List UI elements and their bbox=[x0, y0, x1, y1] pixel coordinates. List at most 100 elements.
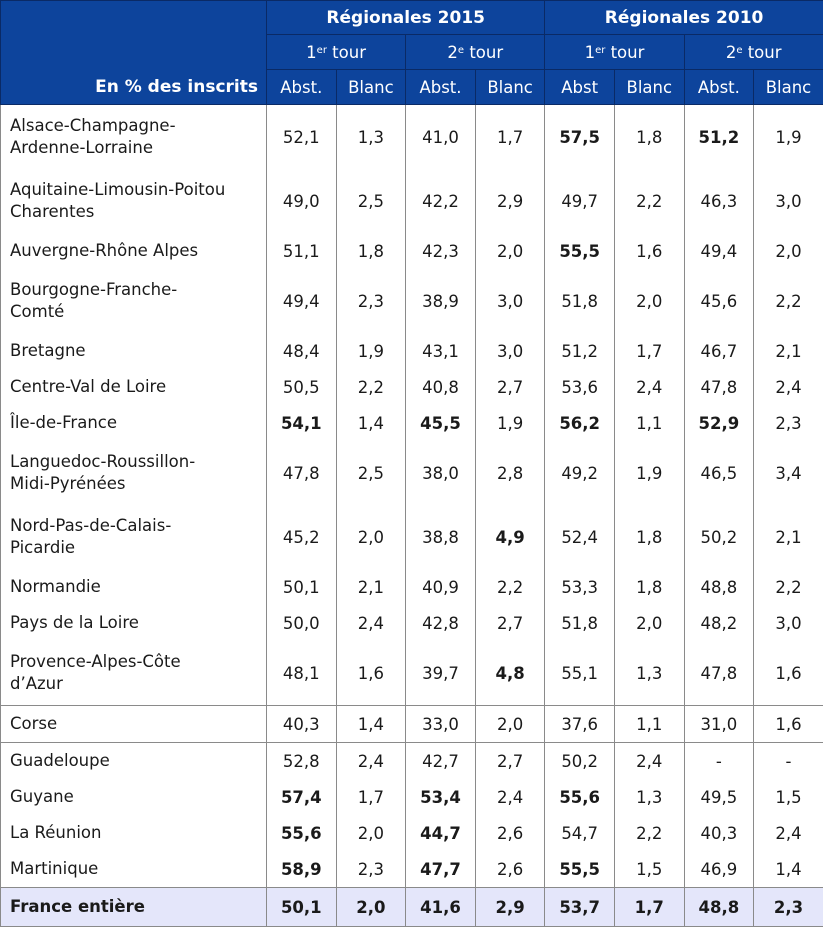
value-cell: 49,5 bbox=[684, 779, 754, 815]
value-cell: 1,9 bbox=[336, 333, 406, 369]
value-cell: 2,0 bbox=[475, 233, 545, 269]
region-name: Pays de la Loire bbox=[1, 605, 267, 641]
value-cell: 2,7 bbox=[475, 743, 545, 780]
value-cell: 1,3 bbox=[614, 779, 684, 815]
value-cell: 1,7 bbox=[336, 779, 406, 815]
value-cell: 2,6 bbox=[475, 815, 545, 851]
value-cell: 2,9 bbox=[475, 888, 545, 927]
value-cell: 53,7 bbox=[545, 888, 615, 927]
value-cell: 49,7 bbox=[545, 169, 615, 233]
region-name: Languedoc-Roussillon-Midi-Pyrénées bbox=[1, 441, 267, 505]
value-cell: 1,3 bbox=[614, 641, 684, 706]
group-header-2015: Régionales 2015 bbox=[267, 1, 545, 35]
value-cell: 2,1 bbox=[754, 333, 823, 369]
value-cell: 2,1 bbox=[336, 569, 406, 605]
value-cell: 37,6 bbox=[545, 706, 615, 743]
value-cell: 38,9 bbox=[406, 269, 476, 333]
value-cell: 49,4 bbox=[267, 269, 337, 333]
value-cell: 2,0 bbox=[754, 233, 823, 269]
value-cell: 50,1 bbox=[267, 569, 337, 605]
value-cell: 41,0 bbox=[406, 105, 476, 170]
value-cell: 1,5 bbox=[754, 779, 823, 815]
value-cell: 1,6 bbox=[754, 641, 823, 706]
value-cell: 38,0 bbox=[406, 441, 476, 505]
value-cell: 2,0 bbox=[336, 888, 406, 927]
value-cell: 1,4 bbox=[754, 851, 823, 888]
value-cell: 53,3 bbox=[545, 569, 615, 605]
value-cell: 2,6 bbox=[475, 851, 545, 888]
round-header: 1er tour bbox=[267, 35, 406, 70]
column-header: Blanc bbox=[336, 70, 406, 105]
value-cell: - bbox=[684, 743, 754, 780]
value-cell: 52,9 bbox=[684, 405, 754, 441]
value-cell: 57,5 bbox=[545, 105, 615, 170]
value-cell: 1,6 bbox=[614, 233, 684, 269]
value-cell: 53,6 bbox=[545, 369, 615, 405]
corner-label: En % des inscrits bbox=[1, 1, 267, 105]
value-cell: 2,3 bbox=[754, 405, 823, 441]
value-cell: 55,6 bbox=[545, 779, 615, 815]
value-cell: 1,8 bbox=[336, 233, 406, 269]
value-cell: 2,4 bbox=[336, 743, 406, 780]
value-cell: 2,3 bbox=[336, 851, 406, 888]
value-cell: 52,8 bbox=[267, 743, 337, 780]
value-cell: 48,1 bbox=[267, 641, 337, 706]
value-cell: 3,0 bbox=[475, 269, 545, 333]
value-cell: 2,5 bbox=[336, 169, 406, 233]
value-cell: - bbox=[754, 743, 823, 780]
value-cell: 55,5 bbox=[545, 233, 615, 269]
value-cell: 3,0 bbox=[754, 605, 823, 641]
value-cell: 2,0 bbox=[336, 505, 406, 569]
value-cell: 45,2 bbox=[267, 505, 337, 569]
value-cell: 3,4 bbox=[754, 441, 823, 505]
region-name: La Réunion bbox=[1, 815, 267, 851]
value-cell: 3,0 bbox=[754, 169, 823, 233]
value-cell: 4,9 bbox=[475, 505, 545, 569]
value-cell: 46,3 bbox=[684, 169, 754, 233]
value-cell: 45,6 bbox=[684, 269, 754, 333]
value-cell: 1,7 bbox=[614, 333, 684, 369]
value-cell: 48,8 bbox=[684, 569, 754, 605]
group-header-2010: Régionales 2010 bbox=[545, 1, 823, 35]
value-cell: 56,2 bbox=[545, 405, 615, 441]
value-cell: 51,2 bbox=[684, 105, 754, 170]
value-cell: 2,1 bbox=[754, 505, 823, 569]
value-cell: 2,7 bbox=[475, 605, 545, 641]
value-cell: 51,8 bbox=[545, 605, 615, 641]
value-cell: 2,2 bbox=[614, 815, 684, 851]
value-cell: 2,4 bbox=[475, 779, 545, 815]
region-name: France entière bbox=[1, 888, 267, 927]
value-cell: 48,2 bbox=[684, 605, 754, 641]
value-cell: 2,0 bbox=[336, 815, 406, 851]
value-cell: 1,1 bbox=[614, 706, 684, 743]
value-cell: 2,0 bbox=[475, 706, 545, 743]
value-cell: 1,1 bbox=[614, 405, 684, 441]
value-cell: 2,5 bbox=[336, 441, 406, 505]
value-cell: 2,4 bbox=[754, 815, 823, 851]
value-cell: 53,4 bbox=[406, 779, 476, 815]
value-cell: 50,2 bbox=[684, 505, 754, 569]
value-cell: 2,4 bbox=[614, 369, 684, 405]
value-cell: 42,7 bbox=[406, 743, 476, 780]
value-cell: 46,7 bbox=[684, 333, 754, 369]
value-cell: 33,0 bbox=[406, 706, 476, 743]
column-header: Blanc bbox=[754, 70, 823, 105]
value-cell: 50,1 bbox=[267, 888, 337, 927]
value-cell: 55,1 bbox=[545, 641, 615, 706]
value-cell: 47,8 bbox=[267, 441, 337, 505]
value-cell: 50,2 bbox=[545, 743, 615, 780]
round-header: 2e tour bbox=[684, 35, 823, 70]
value-cell: 4,8 bbox=[475, 641, 545, 706]
region-name: Corse bbox=[1, 706, 267, 743]
